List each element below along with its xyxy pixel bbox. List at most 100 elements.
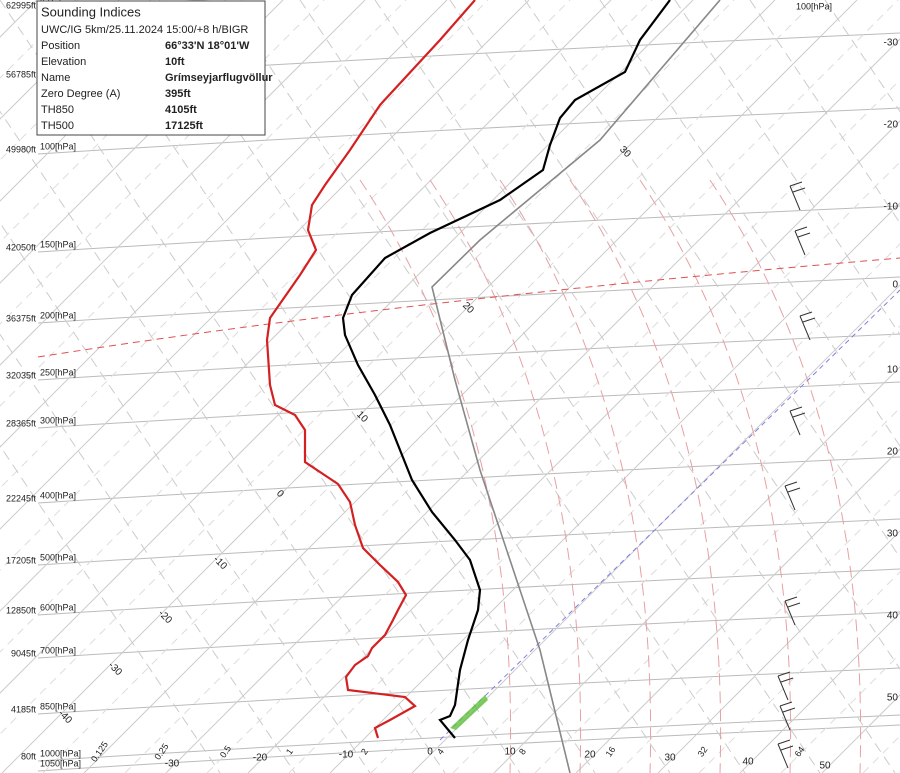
altitude-label: 12850ft — [6, 605, 37, 615]
barb-staff — [794, 230, 806, 256]
isotherm — [329, 202, 900, 773]
isotherm-dashed — [616, 489, 900, 773]
right-temp-label: 10 — [887, 365, 899, 376]
isotherm — [493, 366, 900, 773]
pressure-label: 100[hPa] — [40, 141, 76, 151]
parcel-curve — [431, 0, 721, 773]
isotherm — [0, 0, 612, 612]
isotherm-dashed — [0, 0, 735, 735]
altitude-label: 9045ft — [11, 648, 37, 658]
pressure-label: 500[hPa] — [40, 552, 76, 562]
barb-flag — [787, 602, 801, 608]
zero-isotherm — [37, 257, 900, 358]
isobar — [37, 107, 900, 155]
dry-adiabat — [224, 0, 746, 773]
altitude-label: 22245ft — [6, 493, 37, 503]
bottom-temp-label: 20 — [584, 750, 596, 761]
barb-staff — [799, 315, 811, 341]
isotherm-dashed — [0, 0, 653, 653]
dry-adiabat — [149, 0, 671, 773]
dry-adiabat — [0, 445, 221, 773]
moist-adiabat — [639, 179, 792, 773]
barb-staff — [789, 185, 801, 211]
info-label: TH500 — [41, 120, 74, 132]
isotherm — [575, 448, 900, 773]
isotherm-dashed — [0, 0, 161, 161]
dry-adiabat — [299, 0, 821, 773]
altitude-label: 32035ft — [6, 370, 37, 380]
info-subtitle: UWC/IG 5km/25.11.2024 15:00/+8 h/BIGR — [41, 24, 248, 36]
pressure-label: 1000[hPa] — [40, 748, 81, 758]
isotherm-dashed — [534, 407, 900, 773]
isobar — [37, 381, 900, 429]
isobar — [37, 276, 900, 324]
info-box-frame — [36, 0, 266, 136]
barb-flag — [777, 671, 791, 677]
bottom-temp-label: -20 — [253, 753, 268, 764]
bottom-temp-label: 10 — [504, 747, 516, 758]
barb-flag — [780, 677, 794, 683]
altitude-label: 17205ft — [6, 555, 37, 565]
barb-staff — [789, 410, 801, 436]
isotherm — [0, 0, 694, 694]
isobar — [37, 568, 900, 616]
dry-adiabat — [0, 0, 521, 773]
barb-flag — [802, 317, 816, 323]
right-temp-label: 20 — [887, 447, 899, 458]
pressure-label: 100[hPa] — [796, 1, 832, 11]
right-temp-label: 50 — [887, 693, 899, 704]
bottom-temp-label: 40 — [742, 757, 754, 768]
info-label: Position — [41, 40, 80, 52]
pressure-label: 600[hPa] — [40, 602, 76, 612]
isobar — [37, 333, 900, 381]
barb-staff — [779, 705, 791, 731]
isotherm-dashed — [452, 325, 900, 773]
pressure-label: 700[hPa] — [40, 645, 76, 655]
isobar — [37, 611, 900, 659]
isotherm — [0, 0, 448, 448]
right-temp-label: 40 — [887, 611, 899, 622]
isotherm — [165, 38, 900, 773]
info-value: 66°33'N 18°01'W — [165, 40, 250, 52]
mixing-ratio-label: 8 — [517, 747, 528, 757]
info-value: 17125ft — [165, 120, 203, 132]
info-label: Elevation — [41, 56, 86, 68]
pressure-label: 300[hPa] — [40, 415, 76, 425]
barb-flag — [792, 187, 806, 193]
right-temp-label: 30 — [887, 529, 899, 540]
barb-staff — [777, 675, 789, 701]
isobar — [37, 667, 900, 715]
info-label: TH850 — [41, 104, 74, 116]
moist-adiabat — [429, 179, 582, 773]
barb-staff — [784, 485, 796, 511]
barb-flag — [789, 406, 803, 412]
isotherm — [1, 0, 776, 773]
barb-flag — [779, 701, 793, 707]
dewpoint-curve — [265, 0, 476, 739]
pressure-label: 150[hPa] — [40, 239, 76, 249]
altitude-label: 49980ft — [6, 144, 37, 154]
dry-adiabat — [374, 0, 896, 773]
info-value: 395ft — [165, 88, 191, 100]
altitude-label: 42050ft — [6, 242, 37, 252]
altitude-label: 56785ft — [6, 69, 37, 79]
mixing-ratio-label: 64 — [793, 745, 807, 759]
cloud-marker — [450, 695, 488, 730]
dry-adiabat — [524, 0, 900, 559]
barb-flag — [782, 707, 796, 713]
dry-adiabat — [0, 110, 446, 773]
barb-flag — [792, 412, 806, 418]
bottom-temp-label: -30 — [165, 759, 180, 770]
mixing-ratio-label: 2 — [359, 747, 370, 757]
isotherm — [83, 0, 858, 773]
barb-flag — [799, 311, 813, 317]
isotherm — [0, 0, 530, 530]
altitude-label: 28365ft — [6, 418, 37, 428]
isotherm-dashed — [42, 0, 817, 773]
moist-adiabat — [569, 179, 722, 773]
moist-adiabat — [709, 179, 862, 773]
dry-adiabat — [0, 222, 371, 773]
isotherm-dashed — [288, 161, 900, 773]
isotherm-dashed — [370, 243, 900, 773]
